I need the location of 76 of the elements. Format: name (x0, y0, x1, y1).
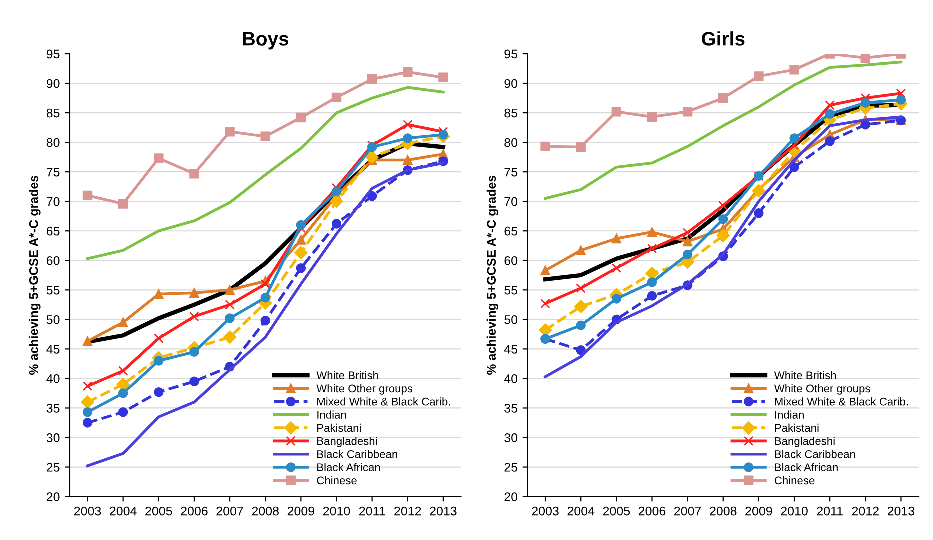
legend-label: Chinese (774, 476, 815, 485)
legend-label: Indian (318, 410, 346, 419)
y-tick-label: 55 (504, 286, 518, 295)
x-tick-label: 2006 (638, 506, 666, 516)
y-tick-label: 35 (46, 404, 60, 413)
legend-label: Pakistani (775, 424, 819, 432)
y-tick-label: 35 (504, 404, 518, 413)
y-tick-label: 25 (504, 463, 518, 472)
x-tick-label: 2012 (394, 506, 422, 516)
legend-label: White Other groups (774, 384, 870, 395)
legend-label: Black African (318, 463, 380, 472)
legend-label: Black Caribbean (775, 450, 856, 458)
x-tick-label: 2004 (110, 506, 137, 516)
x-tick-label: 2008 (252, 506, 279, 516)
legend-label: Bangladeshi (318, 437, 378, 448)
y-tick-label: 40 (46, 374, 60, 384)
y-tick-label: 50 (46, 315, 60, 324)
x-tick-label: 2013 (888, 506, 915, 516)
y-tick-label: 80 (46, 138, 60, 148)
x-tick-label: 2008 (710, 506, 737, 516)
y-tick-label: 75 (46, 168, 60, 177)
y-tick-label: 45 (46, 345, 60, 354)
y-tick-label: 70 (504, 197, 518, 206)
y-tick-label: 30 (504, 434, 518, 442)
x-tick-label: 2004 (568, 506, 595, 516)
y-tick-label: 70 (46, 197, 60, 206)
y-tick-label: 90 (504, 79, 518, 88)
x-tick-label: 2003 (532, 506, 559, 516)
y-tick-label: 55 (46, 286, 60, 295)
y-tick-label: 25 (46, 463, 60, 472)
x-tick-label: 2007 (674, 506, 702, 516)
legend-label: Indian (775, 410, 804, 419)
legend-label: Chinese (317, 476, 357, 485)
chart-title: Boys (243, 32, 289, 50)
y-tick-label: 85 (46, 108, 60, 118)
x-tick-label: 2011 (360, 506, 386, 516)
y-axis-title: % achieving 5+GCSE A*-C grades (29, 176, 41, 376)
legend-label: Black Caribbean (318, 450, 398, 458)
y-tick-label: 30 (46, 434, 60, 442)
y-tick-label: 45 (504, 345, 518, 354)
legend-label: Pakistani (318, 424, 361, 432)
x-tick-label: 2011 (817, 506, 843, 516)
legend-label: Bangladeshi (775, 437, 835, 448)
x-tick-label: 2009 (288, 506, 314, 516)
legend-label: White Other groups (316, 384, 413, 395)
y-tick-label: 20 (46, 492, 60, 502)
x-tick-label: 2006 (181, 506, 208, 516)
legend-label: Mixed White & Black Carib. (775, 398, 908, 406)
x-tick-label: 2010 (781, 506, 808, 516)
y-tick-label: 65 (504, 226, 518, 236)
legend-label: White British (774, 371, 836, 380)
y-tick-label: 65 (46, 226, 60, 236)
legend-label: Black African (775, 463, 838, 472)
x-tick-label: 2013 (430, 506, 457, 516)
y-tick-label: 60 (504, 256, 518, 266)
y-tick-label: 40 (504, 374, 518, 384)
x-tick-label: 2007 (216, 506, 244, 516)
legend-label: Mixed White & Black Carib. (318, 398, 450, 406)
legend-label: White British (316, 371, 378, 380)
x-tick-label: 2005 (603, 506, 630, 516)
x-tick-label: 2005 (146, 506, 172, 516)
y-tick-label: 95 (504, 50, 518, 59)
y-axis-title: % achieving 5+GCSE A*-C grades (486, 176, 499, 376)
y-tick-label: 60 (46, 256, 60, 266)
y-tick-label: 50 (504, 315, 518, 324)
y-tick-label: 95 (46, 50, 60, 59)
y-tick-label: 80 (504, 138, 518, 148)
x-tick-label: 2012 (852, 506, 879, 516)
x-tick-label: 2009 (746, 506, 772, 516)
y-tick-label: 75 (504, 168, 518, 177)
y-tick-label: 20 (504, 492, 518, 502)
y-tick-label: 90 (46, 79, 60, 88)
y-tick-label: 85 (504, 108, 518, 118)
x-tick-label: 2010 (323, 506, 350, 516)
chart-title: Girls (702, 32, 745, 46)
x-tick-label: 2003 (74, 506, 102, 516)
